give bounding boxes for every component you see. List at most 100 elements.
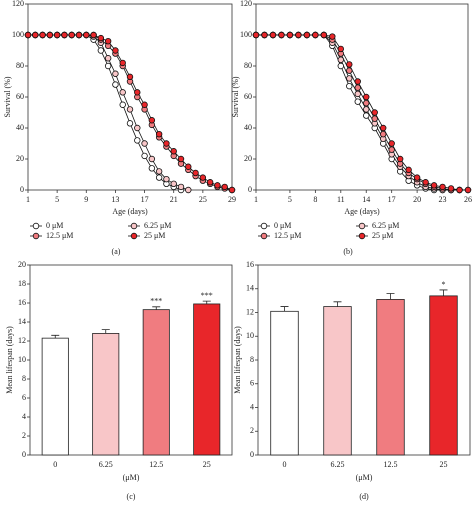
x-tick-label: 26 [464,195,472,204]
point [346,61,353,68]
x-tick-label: 12.5 [149,460,163,469]
y-axis-label: Mean lifespan (days) [233,326,242,394]
point [278,31,285,39]
legend-marker [358,232,366,240]
y-tick-label: 8 [22,374,26,383]
x-axis-label: (μM) [123,473,140,482]
series-line [256,34,460,191]
x-tick-label: 6.25 [331,460,345,469]
point [32,31,39,39]
point [46,31,54,39]
point [456,186,463,194]
y-tick-label: 0 [248,185,252,194]
point [104,55,112,62]
point [439,183,446,191]
legend-label: 6.25 μM [372,221,399,230]
point [112,81,119,88]
y-tick-label: 8 [250,355,254,364]
legend-marker [358,222,366,230]
series-line [28,34,182,191]
y-tick-label: 0 [22,450,26,459]
y-tick-label: 18 [18,279,26,288]
y-tick-label: 100 [240,30,252,39]
legend-marker [32,222,40,230]
point [170,180,177,187]
legend-marker [130,232,138,240]
error-bar [439,289,448,296]
point [119,101,126,108]
legend-marker [32,232,40,240]
point [221,183,228,191]
error-bar [280,306,289,312]
y-axis-label: Survival (%) [231,76,240,117]
point [206,179,214,186]
x-axis-label: Age (days) [344,207,380,216]
y-axis-label: Mean lifespan (days) [5,326,14,394]
point [192,169,199,177]
legend-label: 12.5 μM [46,231,73,240]
error-bar [101,329,110,334]
x-tick-label: 17 [141,195,149,204]
point [286,31,294,39]
y-tick-label: 40 [16,123,24,132]
x-tick-label: 25 [199,195,207,204]
error-bar [51,334,60,339]
legend-marker [260,232,268,240]
x-tick-label: 1 [254,195,258,204]
legend-label: 0 μM [46,221,63,230]
x-tick-label: 9 [84,195,88,204]
point [163,140,170,147]
point [141,152,148,160]
legend-marker [260,222,268,230]
point [354,78,361,85]
error-bar [202,300,211,304]
bar [92,332,120,456]
legend-label: 6.25 μM [144,221,171,230]
legend-label: 0 μM [274,221,291,230]
significance-label: *** [201,291,213,300]
bar [41,337,69,456]
y-tick-label: 120 [240,0,252,8]
point [83,31,90,39]
point [363,93,370,101]
y-tick-label: 80 [244,61,252,70]
point [119,89,126,96]
x-axis-label: Age (days) [112,207,148,216]
x-tick-label: 6.25 [99,460,113,469]
point [90,31,97,39]
y-tick-label: 40 [244,123,252,132]
y-tick-label: 4 [22,412,26,421]
legend-label: 12.5 μM [274,231,301,240]
point [320,31,328,39]
x-tick-label: 11 [337,195,345,204]
point [337,62,344,70]
y-tick-label: 100 [12,30,24,39]
point [97,47,105,54]
point [363,106,370,113]
point [61,31,68,39]
series-line [256,34,468,191]
legend-label: 25 μM [372,231,393,240]
point [104,38,112,45]
point [185,163,192,170]
error-bar [152,306,161,310]
point [346,75,353,82]
plot-frame [29,264,233,456]
bar [193,303,221,456]
point [337,56,344,63]
y-tick-label: 14 [18,317,26,326]
point [295,31,302,39]
y-tick-label: 0 [20,185,24,194]
point [126,106,134,113]
point [388,140,395,147]
point [354,90,361,98]
point [68,31,75,39]
point [163,175,170,183]
x-tick-label: 25 [440,460,448,469]
point [371,109,378,116]
x-tick-label: 25 [203,460,211,469]
point [396,155,404,163]
point [363,112,370,119]
point [380,124,387,132]
point [405,166,412,174]
